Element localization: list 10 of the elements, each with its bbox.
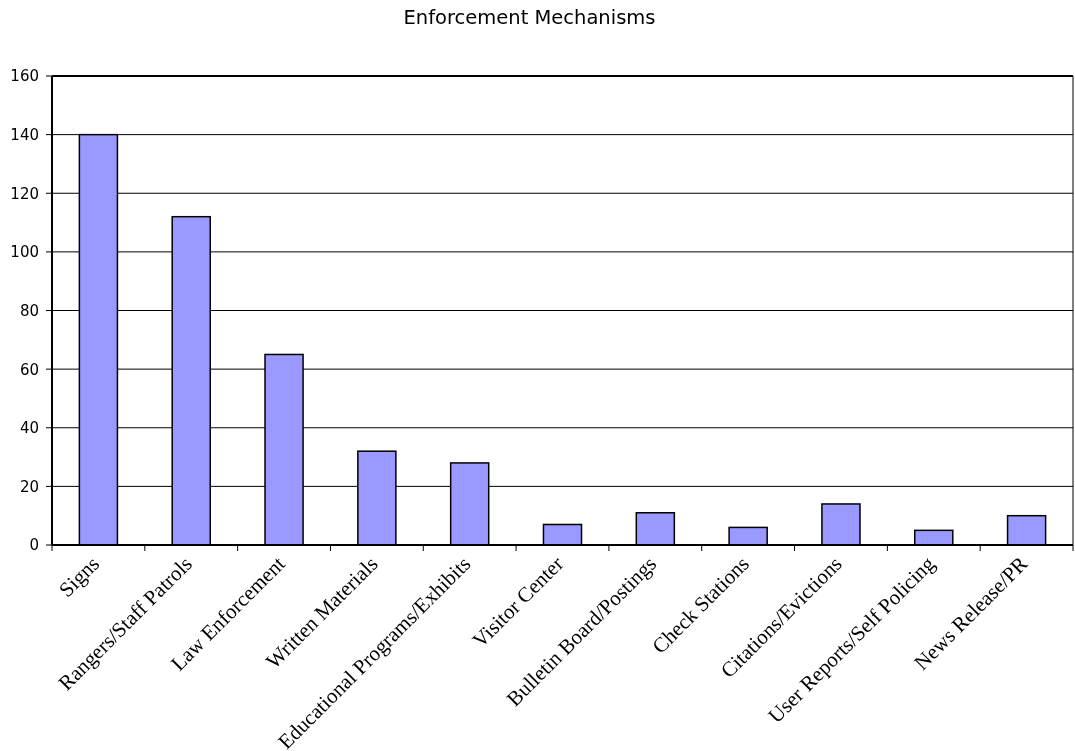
chart-title: Enforcement Mechanisms	[403, 6, 656, 29]
y-tick-label: 80	[19, 301, 39, 320]
y-tick-label: 60	[19, 360, 39, 379]
y-tick-label: 120	[10, 184, 39, 203]
y-tick-label: 140	[10, 126, 39, 145]
y-tick-label: 20	[19, 477, 39, 496]
y-tick-label: 40	[19, 419, 39, 438]
y-tick-label: 100	[10, 243, 39, 262]
y-tick-label: 160	[10, 67, 39, 86]
y-tick-label: 0	[29, 536, 39, 555]
